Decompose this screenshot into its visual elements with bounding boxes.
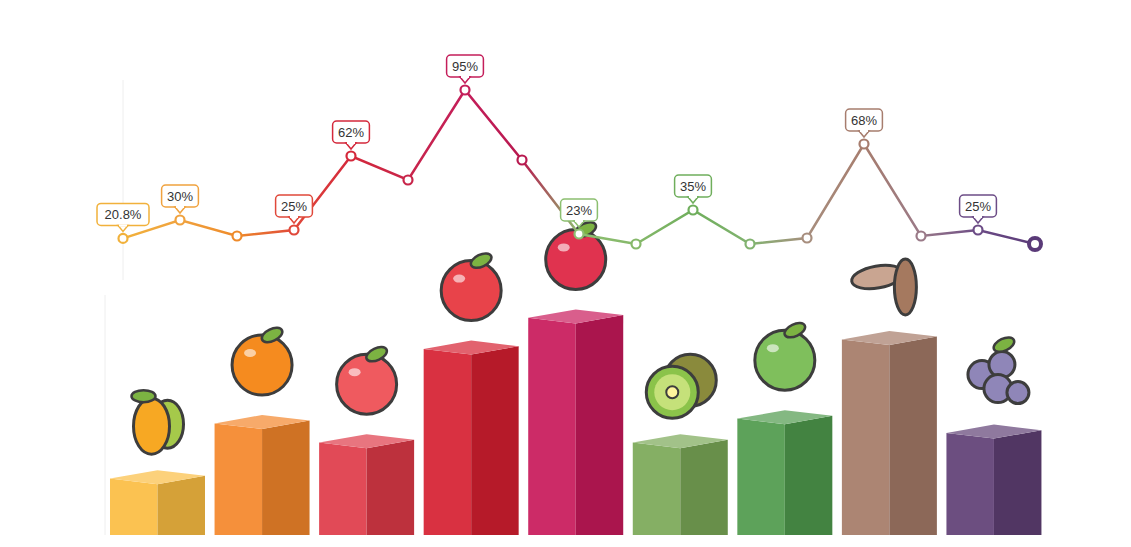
svg-text:23%: 23% (566, 203, 592, 218)
svg-text:25%: 25% (281, 199, 307, 214)
svg-text:30%: 30% (167, 189, 193, 204)
svg-text:95%: 95% (452, 59, 478, 74)
svg-text:25%: 25% (965, 199, 991, 214)
svg-text:35%: 35% (680, 179, 706, 194)
svg-text:68%: 68% (851, 113, 877, 128)
svg-text:62%: 62% (338, 125, 364, 140)
svg-text:20.8%: 20.8% (105, 207, 142, 222)
